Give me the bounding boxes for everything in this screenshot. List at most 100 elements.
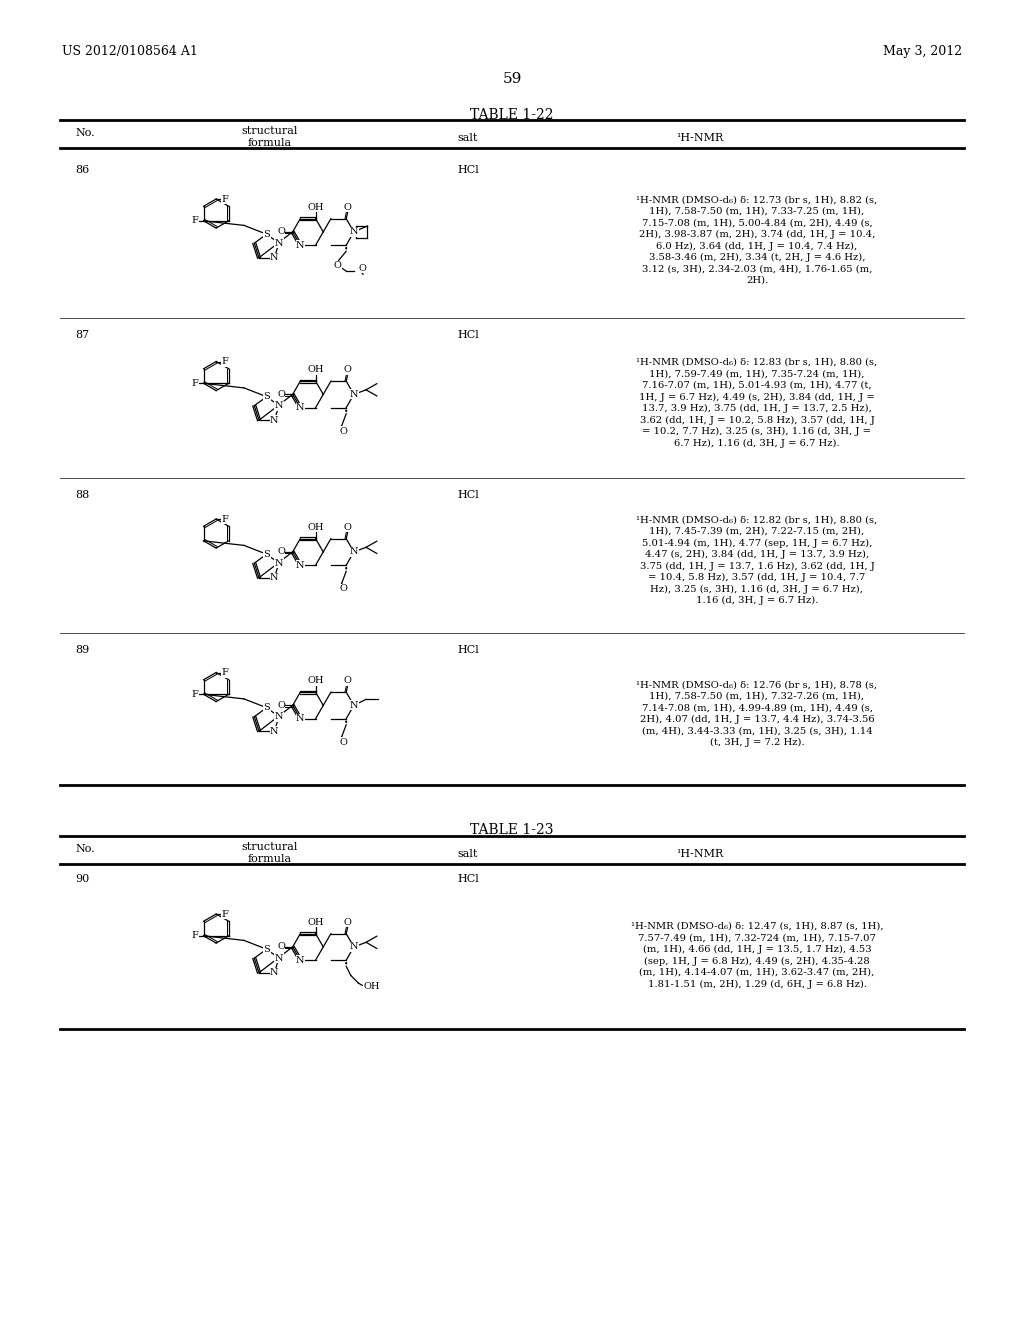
Text: formula: formula (248, 854, 292, 865)
Text: HCl: HCl (457, 874, 479, 884)
Text: ¹H-NMR: ¹H-NMR (677, 849, 724, 859)
Text: N: N (349, 227, 358, 236)
Text: 6.0 Hz), 3.64 (dd, 1H, J = 10.4, 7.4 Hz),: 6.0 Hz), 3.64 (dd, 1H, J = 10.4, 7.4 Hz)… (656, 242, 858, 251)
Text: No.: No. (75, 843, 94, 854)
Text: 6.7 Hz), 1.16 (d, 3H, J = 6.7 Hz).: 6.7 Hz), 1.16 (d, 3H, J = 6.7 Hz). (674, 438, 840, 447)
Text: OH: OH (307, 366, 324, 375)
Text: 7.16-7.07 (m, 1H), 5.01-4.93 (m, 1H), 4.77 (t,: 7.16-7.07 (m, 1H), 5.01-4.93 (m, 1H), 4.… (642, 381, 871, 389)
Text: N: N (270, 416, 279, 425)
Text: HCl: HCl (457, 645, 479, 655)
Text: 3.62 (dd, 1H, J = 10.2, 5.8 Hz), 3.57 (dd, 1H, J: 3.62 (dd, 1H, J = 10.2, 5.8 Hz), 3.57 (d… (640, 416, 874, 425)
Text: S: S (263, 704, 270, 713)
Text: N: N (270, 573, 279, 582)
Text: O: O (340, 738, 348, 747)
Text: = 10.4, 5.8 Hz), 3.57 (dd, 1H, J = 10.4, 7.7: = 10.4, 5.8 Hz), 3.57 (dd, 1H, J = 10.4,… (648, 573, 865, 582)
Text: No.: No. (75, 128, 94, 139)
Text: F: F (221, 909, 228, 919)
Text: 4.47 (s, 2H), 3.84 (dd, 1H, J = 13.7, 3.9 Hz),: 4.47 (s, 2H), 3.84 (dd, 1H, J = 13.7, 3.… (645, 550, 869, 560)
Text: Hz), 3.25 (s, 3H), 1.16 (d, 3H, J = 6.7 Hz),: Hz), 3.25 (s, 3H), 1.16 (d, 3H, J = 6.7 … (650, 585, 863, 594)
Text: 86: 86 (75, 165, 89, 176)
Text: N: N (274, 239, 284, 248)
Text: 1.16 (d, 3H, J = 6.7 Hz).: 1.16 (d, 3H, J = 6.7 Hz). (696, 597, 818, 605)
Text: O: O (344, 676, 351, 685)
Text: 13.7, 3.9 Hz), 3.75 (dd, 1H, J = 13.7, 2.5 Hz),: 13.7, 3.9 Hz), 3.75 (dd, 1H, J = 13.7, 2… (642, 404, 872, 413)
Text: 7.15-7.08 (m, 1H), 5.00-4.84 (m, 2H), 4.49 (s,: 7.15-7.08 (m, 1H), 5.00-4.84 (m, 2H), 4.… (642, 219, 872, 227)
Text: ¹H-NMR (DMSO-d₆) δ: 12.73 (br s, 1H), 8.82 (s,: ¹H-NMR (DMSO-d₆) δ: 12.73 (br s, 1H), 8.… (636, 195, 878, 205)
Text: HCl: HCl (457, 165, 479, 176)
Text: S: S (263, 230, 270, 239)
Text: ¹H-NMR (DMSO-d₆) δ: 12.82 (br s, 1H), 8.80 (s,: ¹H-NMR (DMSO-d₆) δ: 12.82 (br s, 1H), 8.… (636, 516, 878, 524)
Text: TABLE 1-23: TABLE 1-23 (470, 822, 554, 837)
Text: (m, 4H), 3.44-3.33 (m, 1H), 3.25 (s, 3H), 1.14: (m, 4H), 3.44-3.33 (m, 1H), 3.25 (s, 3H)… (642, 726, 872, 735)
Text: OH: OH (307, 676, 324, 685)
Text: 2H), 3.98-3.87 (m, 2H), 3.74 (dd, 1H, J = 10.4,: 2H), 3.98-3.87 (m, 2H), 3.74 (dd, 1H, J … (639, 230, 876, 239)
Text: N: N (274, 953, 284, 962)
Text: OH: OH (307, 523, 324, 532)
Text: HCl: HCl (457, 490, 479, 500)
Text: 87: 87 (75, 330, 89, 341)
Text: O: O (340, 426, 348, 436)
Text: 3.58-3.46 (m, 2H), 3.34 (t, 2H, J = 4.6 Hz),: 3.58-3.46 (m, 2H), 3.34 (t, 2H, J = 4.6 … (649, 253, 865, 263)
Text: = 10.2, 7.7 Hz), 3.25 (s, 3H), 1.16 (d, 3H, J =: = 10.2, 7.7 Hz), 3.25 (s, 3H), 1.16 (d, … (642, 426, 871, 436)
Text: 1H), 7.58-7.50 (m, 1H), 7.32-7.26 (m, 1H),: 1H), 7.58-7.50 (m, 1H), 7.32-7.26 (m, 1H… (649, 692, 864, 701)
Text: N: N (296, 240, 304, 249)
Text: OH: OH (364, 982, 380, 991)
Text: formula: formula (248, 139, 292, 148)
Text: 89: 89 (75, 645, 89, 655)
Text: US 2012/0108564 A1: US 2012/0108564 A1 (62, 45, 198, 58)
Text: OH: OH (307, 203, 324, 211)
Text: N: N (270, 727, 279, 735)
Text: F: F (221, 668, 228, 677)
Text: 5.01-4.94 (m, 1H), 4.77 (sep, 1H, J = 6.7 Hz),: 5.01-4.94 (m, 1H), 4.77 (sep, 1H, J = 6.… (642, 539, 872, 548)
Text: structural: structural (242, 842, 298, 851)
Text: O: O (278, 701, 285, 710)
Text: O: O (344, 366, 351, 375)
Text: salt: salt (458, 849, 478, 859)
Text: ¹H-NMR: ¹H-NMR (677, 133, 724, 143)
Text: 7.57-7.49 (m, 1H), 7.32-724 (m, 1H), 7.15-7.07: 7.57-7.49 (m, 1H), 7.32-724 (m, 1H), 7.1… (638, 933, 876, 942)
Text: 1H), 7.58-7.50 (m, 1H), 7.33-7.25 (m, 1H),: 1H), 7.58-7.50 (m, 1H), 7.33-7.25 (m, 1H… (649, 207, 864, 216)
Text: F: F (191, 690, 199, 698)
Text: N: N (296, 956, 304, 965)
Text: O: O (334, 261, 341, 271)
Text: F: F (221, 194, 228, 203)
Text: 59: 59 (503, 73, 521, 86)
Text: 1H), 7.59-7.49 (m, 1H), 7.35-7.24 (m, 1H),: 1H), 7.59-7.49 (m, 1H), 7.35-7.24 (m, 1H… (649, 370, 864, 379)
Text: ¹H-NMR (DMSO-d₆) δ: 12.47 (s, 1H), 8.87 (s, 1H),: ¹H-NMR (DMSO-d₆) δ: 12.47 (s, 1H), 8.87 … (631, 921, 884, 931)
Text: 90: 90 (75, 874, 89, 884)
Text: O: O (358, 264, 367, 273)
Text: (m, 1H), 4.14-4.07 (m, 1H), 3.62-3.47 (m, 2H),: (m, 1H), 4.14-4.07 (m, 1H), 3.62-3.47 (m… (639, 968, 874, 977)
Text: N: N (349, 389, 358, 399)
Text: F: F (221, 356, 228, 366)
Text: May 3, 2012: May 3, 2012 (883, 45, 962, 58)
Text: 3.12 (s, 3H), 2.34-2.03 (m, 4H), 1.76-1.65 (m,: 3.12 (s, 3H), 2.34-2.03 (m, 4H), 1.76-1.… (642, 264, 872, 273)
Text: 1H), 7.45-7.39 (m, 2H), 7.22-7.15 (m, 2H),: 1H), 7.45-7.39 (m, 2H), 7.22-7.15 (m, 2H… (649, 527, 864, 536)
Text: ¹H-NMR (DMSO-d₆) δ: 12.76 (br s, 1H), 8.78 (s,: ¹H-NMR (DMSO-d₆) δ: 12.76 (br s, 1H), 8.… (637, 681, 878, 689)
Text: N: N (349, 548, 358, 557)
Text: (m, 1H), 4.66 (dd, 1H, J = 13.5, 1.7 Hz), 4.53: (m, 1H), 4.66 (dd, 1H, J = 13.5, 1.7 Hz)… (643, 945, 871, 954)
Text: 2H).: 2H). (745, 276, 768, 285)
Text: N: N (274, 401, 284, 411)
Text: ¹H-NMR (DMSO-d₆) δ: 12.83 (br s, 1H), 8.80 (s,: ¹H-NMR (DMSO-d₆) δ: 12.83 (br s, 1H), 8.… (636, 358, 878, 367)
Text: F: F (191, 216, 199, 226)
Text: O: O (344, 917, 351, 927)
Text: O: O (340, 585, 348, 594)
Text: O: O (278, 389, 285, 399)
Text: O: O (278, 548, 285, 557)
Text: (t, 3H, J = 7.2 Hz).: (t, 3H, J = 7.2 Hz). (710, 738, 804, 747)
Text: F: F (191, 379, 199, 388)
Text: S: S (263, 549, 270, 558)
Text: OH: OH (307, 917, 324, 927)
Text: (sep, 1H, J = 6.8 Hz), 4.49 (s, 2H), 4.35-4.28: (sep, 1H, J = 6.8 Hz), 4.49 (s, 2H), 4.3… (644, 957, 869, 966)
Text: salt: salt (458, 133, 478, 143)
Text: S: S (263, 392, 270, 401)
Text: TABLE 1-22: TABLE 1-22 (470, 108, 554, 121)
Text: N: N (296, 714, 304, 723)
Text: 88: 88 (75, 490, 89, 500)
Text: 1.81-1.51 (m, 2H), 1.29 (d, 6H, J = 6.8 Hz).: 1.81-1.51 (m, 2H), 1.29 (d, 6H, J = 6.8 … (647, 979, 866, 989)
Text: N: N (349, 942, 358, 952)
Text: O: O (278, 227, 285, 236)
Text: F: F (191, 932, 199, 940)
Text: 2H), 4.07 (dd, 1H, J = 13.7, 4.4 Hz), 3.74-3.56: 2H), 4.07 (dd, 1H, J = 13.7, 4.4 Hz), 3.… (640, 715, 874, 725)
Text: S: S (263, 945, 270, 954)
